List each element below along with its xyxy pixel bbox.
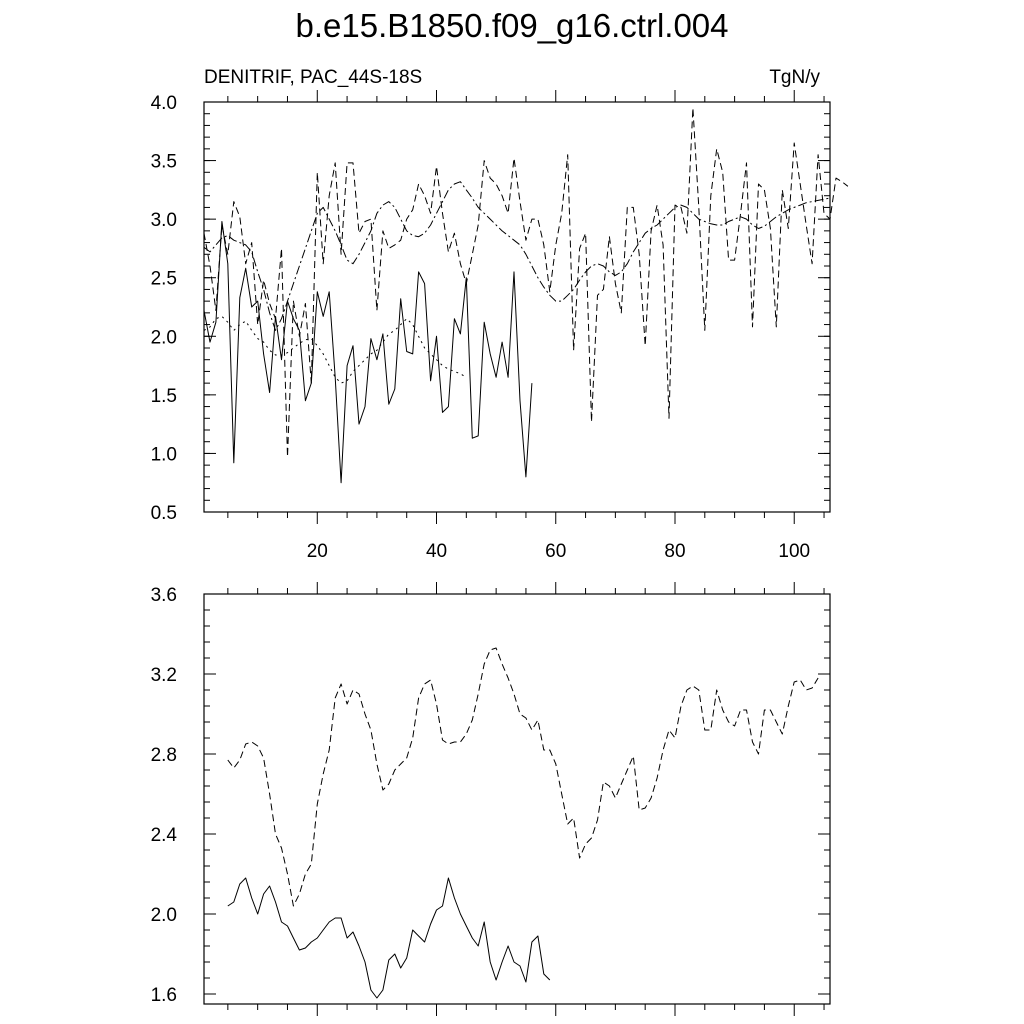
y-tick-label: 1.0 [151, 444, 177, 465]
x-tick-label: 20 [307, 541, 328, 562]
y-tick-label: 2.0 [151, 905, 177, 926]
series-line-solid [227, 877, 551, 999]
y-tick-label: 3.5 [151, 152, 177, 173]
top-panel: DENITRIF, PAC_44S-18S TgN/y 0.5 1.0 1.5 2.0… [151, 67, 849, 562]
top-series [203, 107, 849, 484]
y-tick-label: 4.0 [151, 93, 177, 114]
y-tick-label: 1.6 [151, 985, 177, 1006]
x-tick-label: 40 [426, 541, 447, 562]
bottom-panel: 1.6 2.0 2.4 2.8 3.2 3.6 [151, 582, 831, 1016]
series-line-solid [203, 221, 533, 484]
x-tick-label: 80 [664, 541, 685, 562]
series-line-dashed [203, 107, 849, 458]
y-tick-label: 2.4 [151, 825, 178, 846]
figure-title: b.e15.B1850.f09_g16.ctrl.004 [295, 7, 728, 44]
y-tick-label: 2.0 [151, 327, 177, 348]
y-tick-label: 0.5 [151, 503, 177, 524]
top-plot-frame [203, 101, 831, 513]
y-tick-label: 1.5 [151, 386, 177, 407]
bottom-series [227, 647, 819, 999]
x-tick-label: 100 [778, 541, 810, 562]
series-line-dash-dot [203, 315, 467, 384]
top-ticks: 0.5 1.0 1.5 2.0 2.5 3.0 3.5 4.0 20 40 60 80 100 [151, 90, 830, 562]
series-line-dash-dot-long [203, 181, 831, 331]
y-tick-label: 2.5 [151, 269, 177, 290]
top-panel-left-label: DENITRIF, PAC_44S-18S [204, 67, 422, 88]
y-tick-label: 2.8 [151, 745, 177, 766]
y-tick-label: 3.2 [151, 665, 177, 686]
y-tick-label: 3.6 [151, 585, 177, 606]
bottom-plot-frame [203, 593, 831, 1005]
x-tick-label: 60 [545, 541, 566, 562]
y-tick-label: 3.0 [151, 210, 177, 231]
series-line-dashed [227, 647, 819, 907]
bottom-ticks: 1.6 2.0 2.4 2.8 3.2 3.6 [151, 582, 830, 1016]
top-panel-right-label: TgN/y [769, 67, 820, 88]
